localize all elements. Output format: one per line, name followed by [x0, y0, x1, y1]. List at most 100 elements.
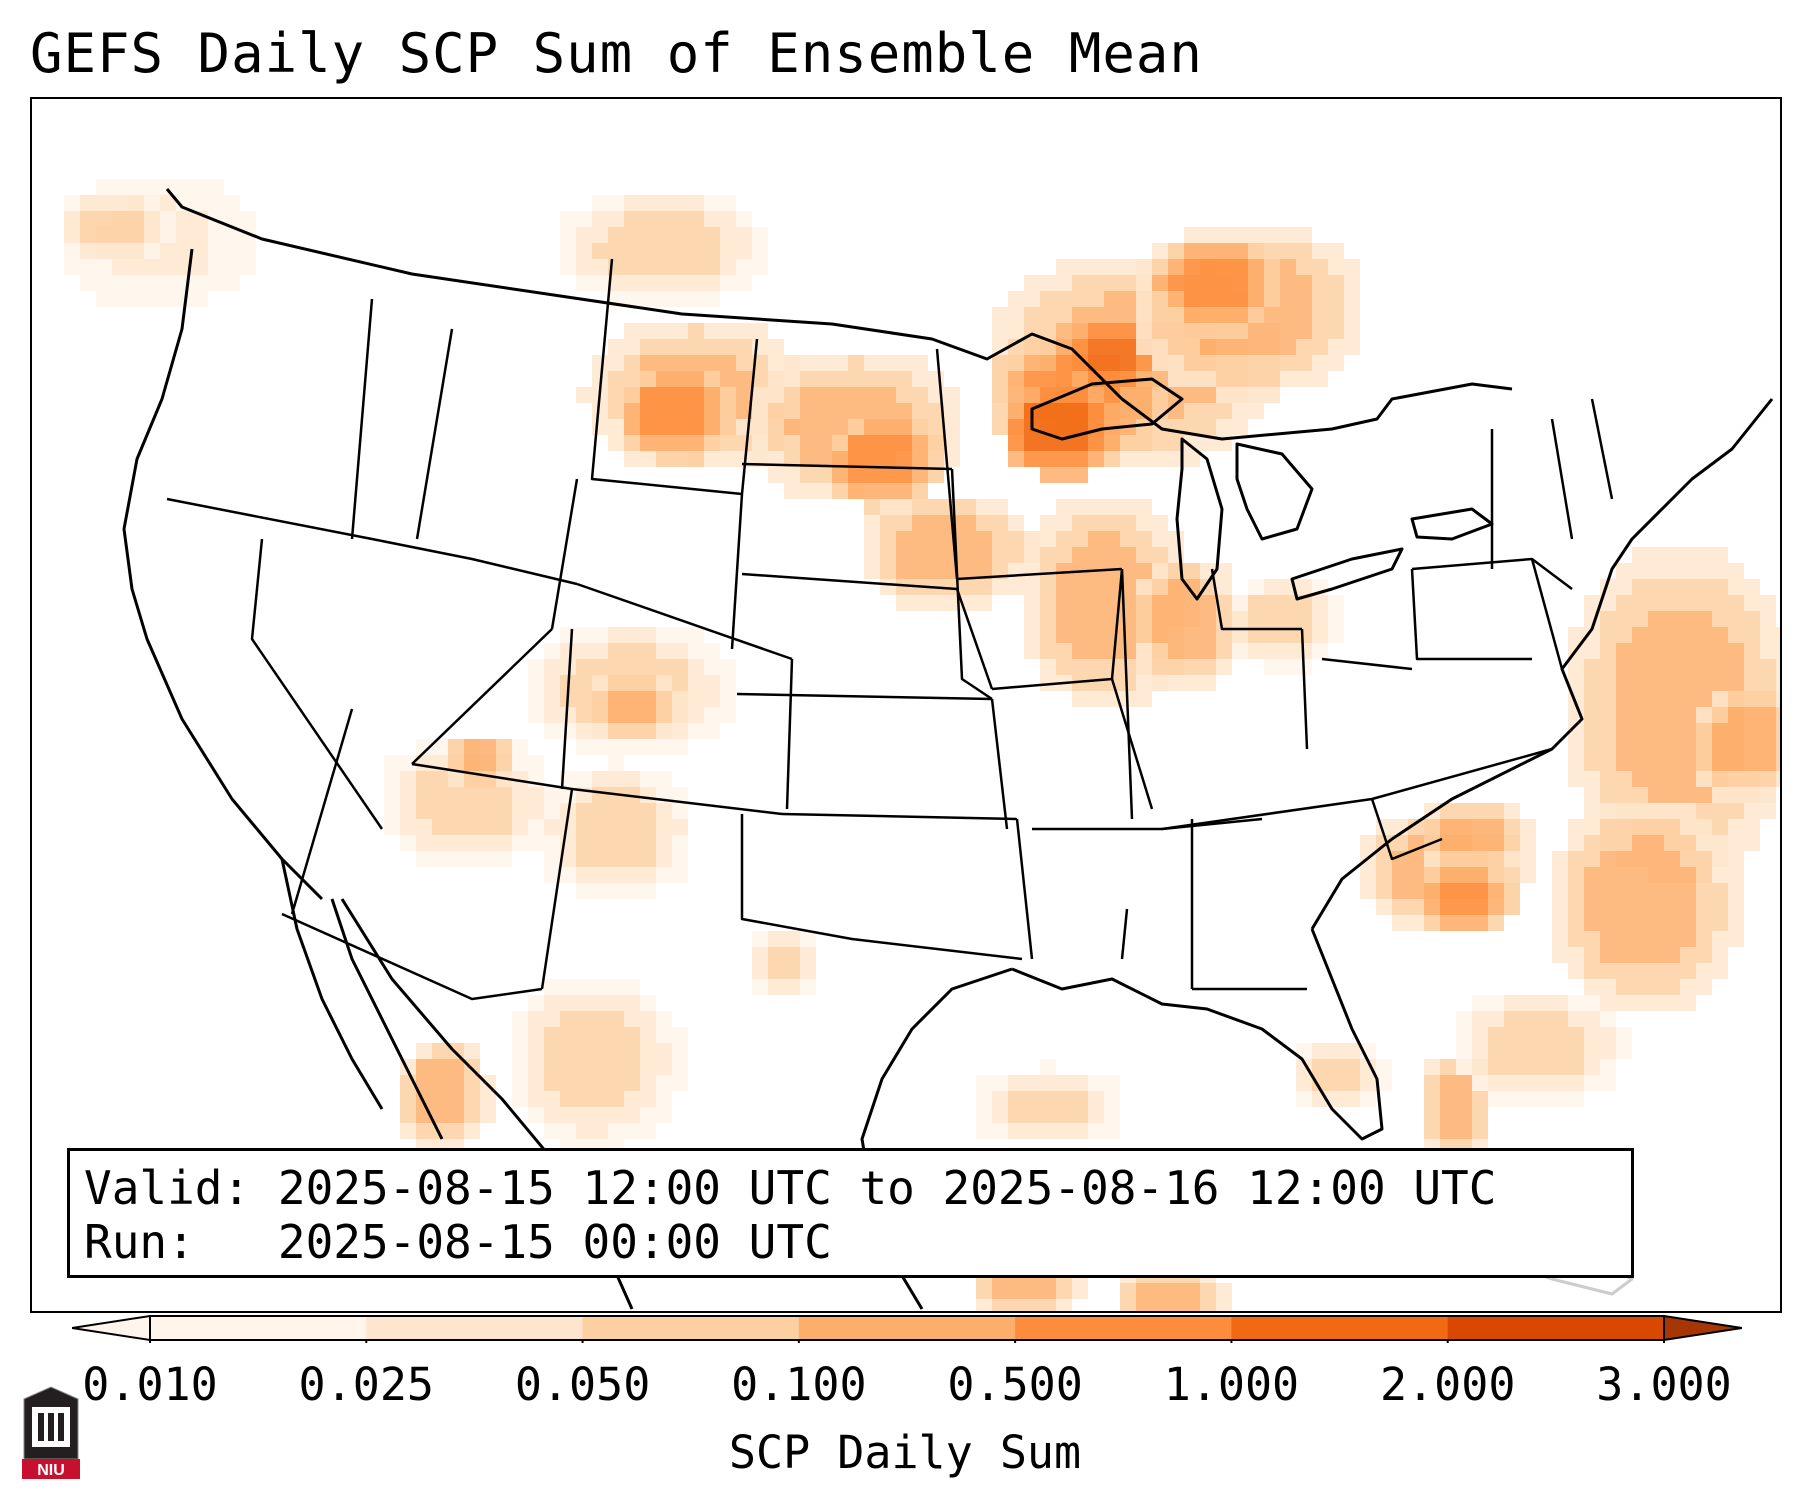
scp-grid-cell: [608, 979, 624, 995]
scp-grid-cell: [400, 1107, 416, 1123]
scp-grid-cell: [1008, 579, 1024, 595]
scp-grid-cell: [544, 1075, 560, 1091]
scp-grid-cell: [1696, 739, 1712, 755]
scp-grid-cell: [768, 963, 784, 979]
scp-grid-cell: [1296, 371, 1312, 387]
scp-grid-cell: [1744, 675, 1760, 691]
scp-grid-cell: [720, 371, 736, 387]
scp-grid-cell: [1024, 1123, 1040, 1139]
scp-grid-cell: [1312, 291, 1328, 307]
scp-grid-cell: [576, 883, 592, 899]
scp-grid-cell: [528, 1027, 544, 1043]
scp-grid-cell: [1616, 899, 1632, 915]
scp-grid-cell: [1728, 803, 1744, 819]
scp-grid-cell: [1056, 403, 1072, 419]
scp-grid-cell: [1664, 899, 1680, 915]
scp-grid-cell: [464, 739, 480, 755]
scp-grid-cell: [624, 451, 640, 467]
scp-grid-cell: [688, 659, 704, 675]
scp-grid-cell: [384, 755, 400, 771]
scp-grid-cell: [1696, 563, 1712, 579]
scp-grid-cell: [1184, 1283, 1200, 1299]
scp-grid-cell: [1056, 371, 1072, 387]
scp-grid-cell: [592, 803, 608, 819]
scp-grid-cell: [1568, 771, 1584, 787]
scp-grid-cell: [1072, 1107, 1088, 1123]
scp-grid-cell: [816, 371, 832, 387]
scp-grid-cell: [1728, 819, 1744, 835]
colorbar-tick-label: 1.000: [1163, 1358, 1300, 1411]
scp-grid-cell: [928, 547, 944, 563]
scp-grid-cell: [912, 451, 928, 467]
scp-grid-cell: [1568, 1011, 1584, 1027]
scp-grid-cell: [592, 195, 608, 211]
scp-grid-cell: [608, 211, 624, 227]
scp-grid-cell: [656, 451, 672, 467]
scp-grid-cell: [1728, 707, 1744, 723]
scp-grid-cell: [1184, 611, 1200, 627]
scp-grid-cell: [1424, 1107, 1440, 1123]
scp-grid-cell: [1088, 307, 1104, 323]
scp-grid-cell: [896, 387, 912, 403]
scp-grid-cell: [1616, 931, 1632, 947]
scp-grid-cell: [720, 403, 736, 419]
scp-grid-cell: [144, 227, 160, 243]
scp-grid-cell: [592, 643, 608, 659]
scp-grid-cell: [1504, 899, 1520, 915]
scp-grid-cell: [1120, 451, 1136, 467]
colorbar-segment: [1231, 1316, 1449, 1340]
scp-grid-cell: [1424, 867, 1440, 883]
scp-grid-cell: [1648, 691, 1664, 707]
scp-grid-cell: [464, 803, 480, 819]
scp-grid-cell: [1616, 1043, 1632, 1059]
scp-grid-cell: [1184, 275, 1200, 291]
scp-grid-cell: [1632, 611, 1648, 627]
scp-grid-cell: [1648, 931, 1664, 947]
scp-grid-cell: [720, 387, 736, 403]
scp-grid-cell: [1616, 691, 1632, 707]
scp-grid-cell: [1040, 1283, 1056, 1299]
scp-grid-cell: [656, 435, 672, 451]
scp-grid-cell: [1424, 915, 1440, 931]
scp-grid-cell: [1184, 419, 1200, 435]
scp-grid-cell: [704, 643, 720, 659]
scp-grid-cell: [1584, 755, 1600, 771]
scp-grid-cell: [1360, 835, 1376, 851]
scp-grid-cell: [704, 403, 720, 419]
scp-grid-cell: [1664, 579, 1680, 595]
scp-grid-cell: [1728, 771, 1744, 787]
scp-grid-cell: [1008, 323, 1024, 339]
scp-grid-cell: [112, 291, 128, 307]
scp-grid-cell: [1264, 659, 1280, 675]
scp-grid-cell: [1056, 515, 1072, 531]
scp-grid-cell: [896, 563, 912, 579]
scp-grid-cell: [656, 275, 672, 291]
scp-grid-cell: [640, 227, 656, 243]
scp-grid-cell: [1648, 835, 1664, 851]
scp-grid-cell: [944, 403, 960, 419]
scp-grid-cell: [752, 947, 768, 963]
scp-grid-cell: [1664, 723, 1680, 739]
scp-grid-cell: [1248, 371, 1264, 387]
scp-grid-cell: [1024, 291, 1040, 307]
scp-grid-cell: [1680, 547, 1696, 563]
scp-grid-cell: [1424, 819, 1440, 835]
scp-grid-cell: [112, 275, 128, 291]
scp-grid-cell: [1152, 547, 1168, 563]
valid-value: 2025-08-15 12:00 UTC to 2025-08-16 12:00…: [277, 1161, 1497, 1215]
scp-grid-cell: [1744, 659, 1760, 675]
scp-grid-cell: [1056, 259, 1072, 275]
scp-grid-cell: [1024, 451, 1040, 467]
scp-grid-cell: [912, 467, 928, 483]
scp-grid-cell: [1632, 883, 1648, 899]
scp-grid-cell: [1104, 1107, 1120, 1123]
scp-grid-cell: [112, 179, 128, 195]
scp-grid-cell: [1648, 915, 1664, 931]
scp-grid-cell: [672, 675, 688, 691]
scp-grid-cell: [672, 867, 688, 883]
scp-grid-cell: [576, 627, 592, 643]
scp-grid-cell: [1264, 291, 1280, 307]
scp-grid-cell: [1632, 867, 1648, 883]
scp-grid-cell: [1072, 1091, 1088, 1107]
scp-grid-cell: [1088, 515, 1104, 531]
